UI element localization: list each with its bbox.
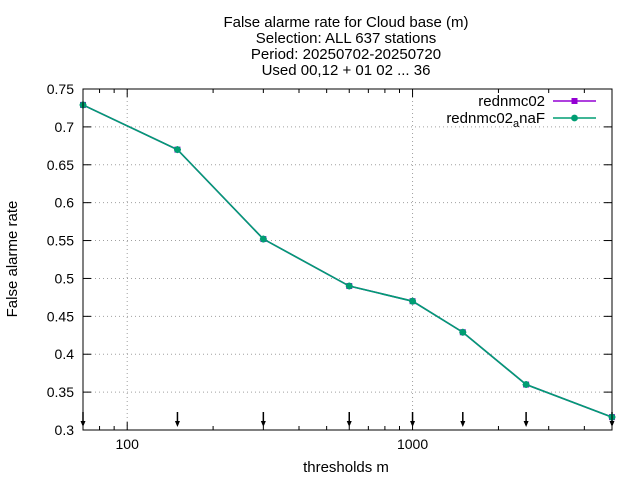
title-line: Period: 20250702-20250720 bbox=[251, 46, 441, 63]
y-tick-label: 0.55 bbox=[47, 233, 74, 249]
threshold-arrow-head bbox=[523, 421, 529, 427]
series-line bbox=[82, 104, 613, 418]
threshold-arrows bbox=[80, 412, 615, 427]
x-axis-label: thresholds m bbox=[303, 459, 389, 476]
y-tick-label: 0.3 bbox=[55, 422, 75, 438]
y-tick-label: 0.5 bbox=[55, 270, 75, 286]
legend-marker bbox=[571, 98, 578, 104]
y-tick-label: 0.45 bbox=[47, 308, 74, 324]
threshold-arrow-head bbox=[346, 421, 352, 427]
threshold-arrow-head bbox=[460, 421, 466, 427]
y-axis: 0.3 0.35 0.4 0.45 0.5 0.55 0.6 0.65 0.7 0.75 bbox=[47, 81, 612, 438]
threshold-arrow-head bbox=[174, 421, 180, 427]
series-group bbox=[79, 101, 616, 421]
x-axis: 100 1000 bbox=[99, 89, 585, 452]
threshold-arrow-head bbox=[410, 421, 416, 427]
y-tick-label: 0.35 bbox=[47, 384, 74, 400]
title-line: Selection: ALL 637 stations bbox=[256, 30, 436, 47]
series-line bbox=[82, 104, 613, 418]
y-axis-label: False alarme rate bbox=[4, 201, 21, 318]
title-line: False alarme rate for Cloud base (m) bbox=[223, 14, 468, 31]
title-line: Used 00,12 + 01 02 ... 36 bbox=[262, 62, 431, 79]
y-tick-label: 0.6 bbox=[55, 195, 75, 211]
y-tick-label: 0.4 bbox=[55, 346, 75, 362]
x-tick-label: 100 bbox=[116, 436, 140, 452]
plot-frame bbox=[82, 88, 613, 431]
legend-label: rednmc02 bbox=[478, 93, 545, 110]
grid bbox=[83, 89, 612, 430]
y-tick-label: 0.65 bbox=[47, 157, 74, 173]
x-tick-label: 1000 bbox=[397, 436, 428, 452]
y-tick-label: 0.7 bbox=[55, 119, 75, 135]
chart-title: False alarme rate for Cloud base (m)Sele… bbox=[223, 14, 468, 79]
threshold-arrow-head bbox=[260, 421, 266, 427]
legend-marker bbox=[571, 114, 578, 122]
legend-label: rednmc02anaF bbox=[446, 110, 545, 130]
y-tick-label: 0.75 bbox=[47, 81, 74, 97]
